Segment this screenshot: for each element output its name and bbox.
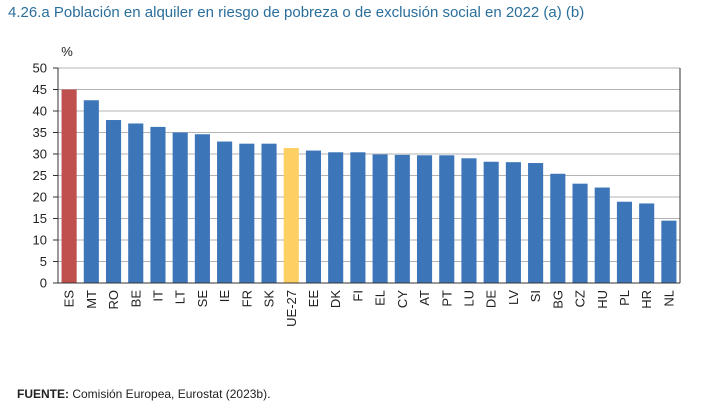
bar-lt [172,132,188,283]
x-tick-label: FR [239,290,254,307]
y-tick-label: 30 [33,147,47,162]
bar-ie [217,141,233,283]
x-tick-label: HU [595,290,610,309]
source-note: FUENTE: Comisión Europea, Eurostat (2023… [17,387,270,401]
y-tick-label: 15 [33,211,47,226]
x-tick-label: PL [617,290,632,306]
bar-nl [661,220,677,283]
x-tick-label: UE-27 [284,290,299,327]
y-tick-label: 5 [40,254,47,269]
bar-el [372,154,388,283]
bar-lu [461,158,477,283]
y-tick-label: 35 [33,125,47,140]
bar-dk [328,152,344,283]
x-tick-label: LT [173,290,188,304]
x-tick-label: SI [528,290,543,302]
x-tick-label: DE [484,290,499,308]
x-tick-label: BE [128,290,143,308]
x-tick-label: LU [461,290,476,307]
x-tick-label: AT [417,290,432,306]
y-tick-labels: 0 5 10 15 20 25 30 35 40 45 50 [33,61,47,291]
x-tick-label: CY [395,290,410,308]
bar-ee [305,150,322,283]
x-tick-label: BG [550,290,565,309]
bar-de [483,161,499,283]
y-tick-label: 10 [33,233,47,248]
bar-sk [261,143,277,283]
x-tick-label: CZ [573,290,588,307]
y-tick-label: 50 [33,61,47,76]
bar-be [128,123,144,283]
bar-cz [572,183,588,283]
y-tick-label: 25 [33,168,47,183]
x-tick-label: SK [262,290,277,308]
x-tick-label: IT [150,290,165,302]
axes [53,67,681,284]
bar-hr [639,203,655,283]
x-tick-label: EL [373,290,388,306]
bar-ro [105,120,122,283]
x-tick-label: EE [306,290,321,308]
bar-it [150,126,166,283]
bar-fi [350,152,366,283]
x-tick-label: PT [439,290,454,307]
bar-bg [550,173,566,283]
x-tick-labels: ES MT RO BE IT LT SE IE FR SK UE-27 EE DK FI EL CY AT PT L… [62,290,677,327]
x-tick-label: NL [661,290,676,307]
x-tick-label: HR [639,290,654,309]
bar-hu [594,187,610,283]
bar-fr [239,143,255,283]
y-tick-label: 0 [40,276,47,291]
y-tick-label: 20 [33,190,47,205]
x-tick-label: FI [350,290,365,302]
bar-si [528,163,544,283]
source-label: FUENTE: [17,387,69,401]
chart-title: 4.26.a Población en alquiler en riesgo d… [8,4,585,21]
bar-lv [505,162,521,283]
bar-pt [439,155,455,283]
bar-se [194,134,210,283]
bar-mt [83,100,99,283]
x-tick-label: ES [62,290,77,308]
x-tick-label: MT [84,290,99,309]
x-tick-label: LV [506,290,521,305]
x-tick-label: IE [217,290,232,303]
y-axis-label: % [61,44,73,59]
bars [61,89,677,283]
bar-ue-27 [283,147,299,283]
y-tick-label: 40 [33,104,47,119]
bar-cy [394,154,410,283]
x-tick-label: SE [195,290,210,308]
y-tick-label: 45 [33,82,47,97]
source-text: Comisión Europea, Eurostat (2023b). [69,387,271,401]
x-tick-label: DK [328,290,343,308]
bar-pl [616,201,633,283]
x-tick-label: RO [106,290,121,310]
bar-es [61,89,77,283]
bar-at [416,155,433,283]
